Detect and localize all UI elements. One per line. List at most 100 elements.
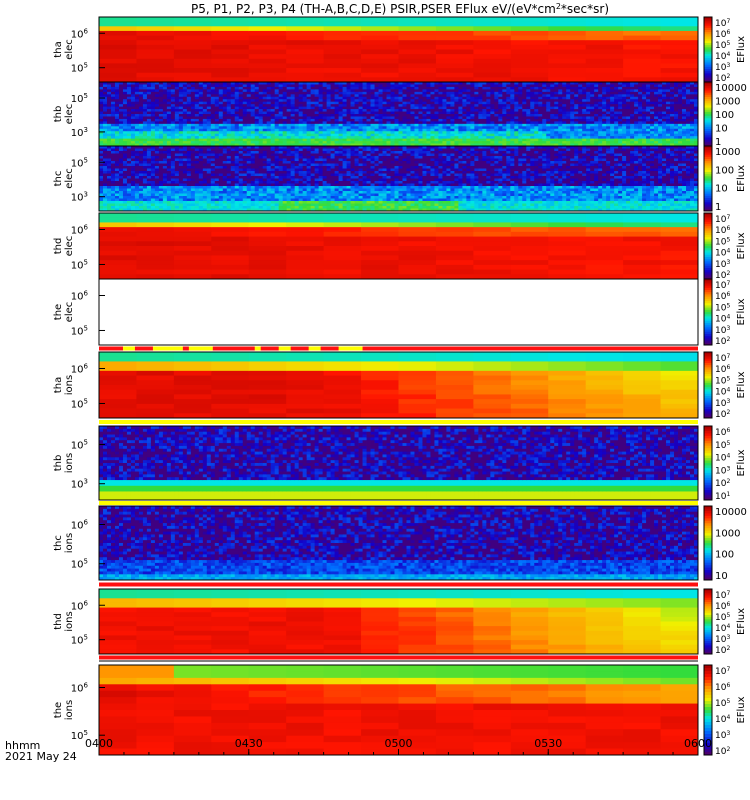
heatmap-cell — [562, 121, 567, 125]
heatmap-cell — [99, 186, 104, 189]
heatmap-cell — [262, 114, 268, 117]
heatmap-cell — [110, 158, 116, 162]
heatmap-cell — [166, 163, 172, 167]
heatmap-cell — [390, 138, 395, 142]
heatmap-cell — [114, 186, 120, 189]
heatmap-cell — [362, 143, 367, 147]
heatmap-cell — [142, 173, 148, 177]
colorbar-step — [704, 107, 712, 111]
heatmap-cell — [334, 138, 339, 142]
heatmap-cell — [174, 126, 180, 130]
heatmap-cell — [182, 121, 188, 125]
heatmap-cell — [114, 156, 120, 159]
heatmap-cell — [548, 30, 587, 36]
heatmap-cell — [430, 101, 435, 105]
heatmap-cell — [218, 128, 224, 132]
heatmap-cell — [174, 148, 180, 152]
colorbar-step — [704, 45, 712, 48]
heatmap-cell — [418, 118, 423, 122]
heatmap-cell — [666, 121, 671, 125]
heatmap-cell — [106, 121, 112, 125]
heatmap-cell — [548, 49, 587, 55]
heatmap-cell — [430, 136, 435, 140]
heatmap-cell — [162, 128, 168, 132]
heatmap-cell — [566, 138, 571, 142]
heatmap-cell — [482, 106, 487, 110]
heatmap-cell — [194, 141, 200, 144]
heatmap-cell — [162, 141, 168, 144]
heatmap-cell — [190, 86, 196, 90]
heatmap-cell — [130, 186, 136, 189]
heatmap-cell — [102, 153, 108, 157]
heatmap-cell — [678, 86, 683, 90]
heatmap-cell — [102, 171, 108, 174]
heatmap-cell — [430, 116, 435, 120]
heatmap-cell — [226, 114, 232, 117]
heatmap-cell — [660, 68, 699, 74]
heatmap-cell — [510, 77, 549, 83]
heatmap-cell — [366, 118, 371, 122]
heatmap-cell — [474, 133, 479, 137]
heatmap-cell — [322, 136, 328, 140]
heatmap-cell — [110, 101, 116, 105]
heatmap-cell — [514, 111, 519, 115]
heatmap-cell — [248, 17, 287, 23]
heatmap-cell — [606, 128, 611, 132]
heatmap-cell — [362, 118, 367, 122]
heatmap-cell — [166, 118, 172, 122]
heatmap-cell — [166, 161, 172, 164]
heatmap-cell — [99, 151, 104, 154]
heatmap-cell — [211, 17, 250, 23]
heatmap-cell — [150, 96, 156, 100]
heatmap-cell — [354, 104, 359, 108]
heatmap-cell — [130, 191, 136, 194]
heatmap-cell — [254, 131, 260, 135]
heatmap-cell — [666, 106, 671, 110]
heatmap-cell — [186, 91, 192, 95]
heatmap-cell — [402, 126, 407, 130]
heatmap-cell — [258, 116, 264, 120]
heatmap-cell — [686, 91, 691, 95]
heatmap-cell — [473, 21, 512, 27]
heatmap-cell — [314, 136, 320, 140]
heatmap-cell — [174, 136, 180, 140]
heatmap-cell — [426, 109, 431, 112]
heatmap-cell — [126, 111, 132, 115]
heatmap-cell — [694, 133, 699, 137]
heatmap-cell — [138, 91, 144, 95]
heatmap-cell — [486, 89, 491, 93]
heatmap-cell — [614, 116, 619, 120]
heatmap-cell — [550, 141, 555, 144]
heatmap-cell — [138, 109, 144, 112]
heatmap-cell — [378, 101, 383, 105]
heatmap-cell — [574, 111, 579, 115]
heatmap-cell — [114, 131, 120, 135]
heatmap-cell — [146, 116, 152, 120]
heatmap-cell — [482, 128, 487, 132]
heatmap-cell — [618, 121, 623, 125]
heatmap-cell — [382, 116, 387, 120]
heatmap-cell — [438, 116, 443, 120]
heatmap-cell — [354, 96, 359, 100]
heatmap-cell — [154, 176, 160, 179]
heatmap-cell — [398, 54, 437, 60]
heatmap-cell — [234, 104, 240, 108]
heatmap-cell — [286, 91, 292, 95]
heatmap-cell — [226, 109, 232, 112]
heatmap-cell — [198, 82, 204, 85]
heatmap-cell — [630, 82, 635, 85]
heatmap-cell — [162, 121, 168, 125]
heatmap-cell — [358, 101, 363, 105]
heatmap-cell — [602, 96, 607, 100]
heatmap-cell — [286, 96, 292, 100]
heatmap-cell — [270, 126, 276, 130]
heatmap-cell — [154, 203, 160, 207]
heatmap-cell — [390, 86, 395, 90]
heatmap-cell — [138, 193, 144, 197]
heatmap-cell — [138, 86, 144, 90]
heatmap-cell — [134, 208, 140, 212]
heatmap-cell — [248, 40, 287, 46]
heatmap-cell — [110, 89, 116, 93]
heatmap-cell — [178, 161, 184, 164]
heatmap-cell — [474, 91, 479, 95]
